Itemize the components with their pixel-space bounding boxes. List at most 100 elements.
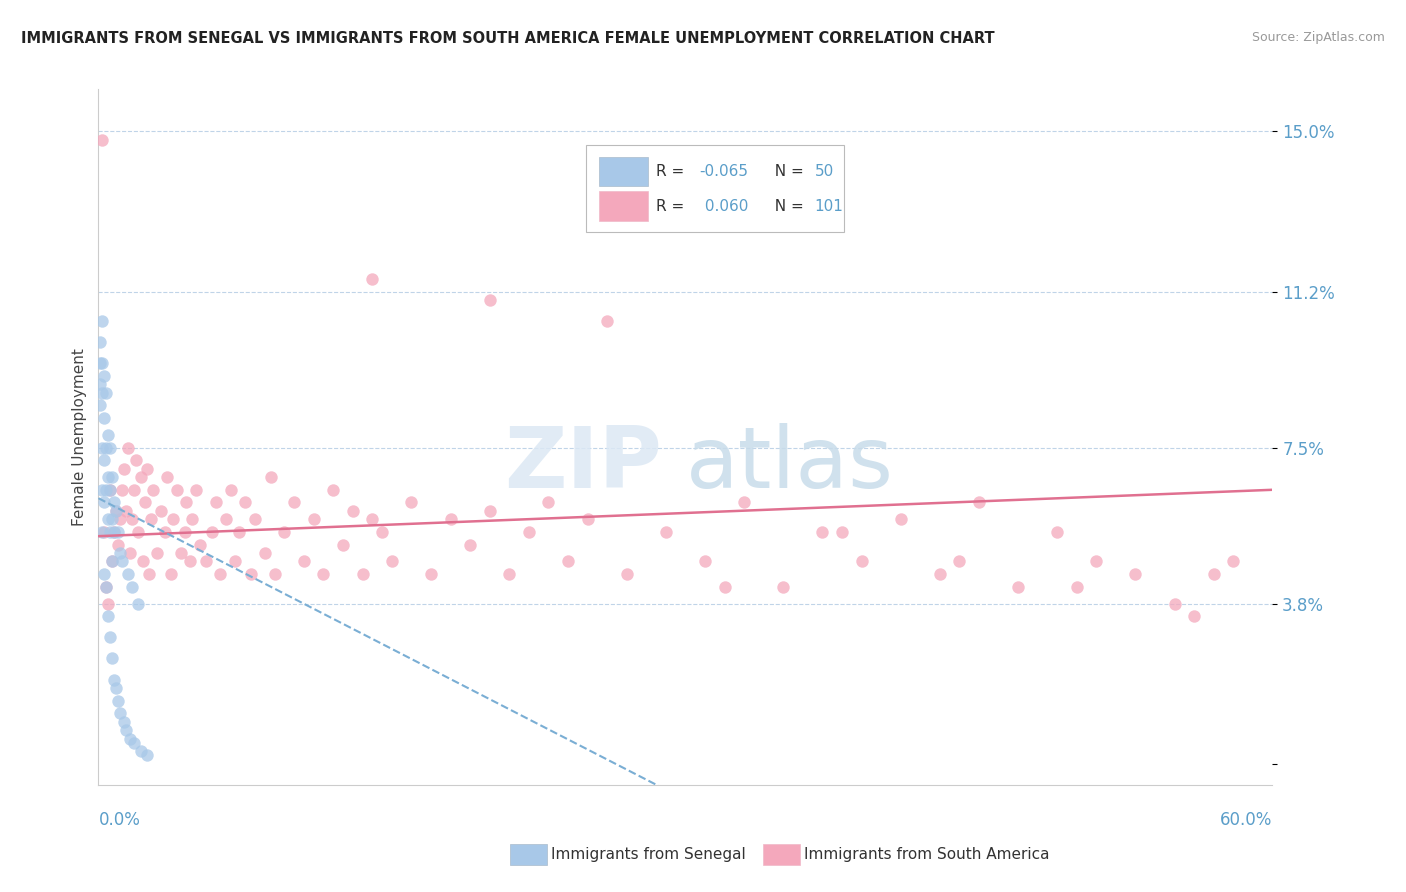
Point (179, 554, 201, 568)
Point (103, 495, 125, 509)
Point (208, 567, 231, 582)
Point (498, 567, 520, 582)
Point (1125, 567, 1147, 582)
Point (93, 368, 115, 383)
Point (91, 524, 114, 539)
Point (371, 524, 394, 539)
Point (228, 524, 250, 539)
Point (302, 512, 325, 526)
Point (478, 293, 501, 307)
Point (114, 723, 136, 738)
Point (176, 495, 198, 509)
Point (352, 567, 374, 582)
Text: R =: R = (657, 199, 689, 213)
Point (117, 567, 139, 582)
Point (96, 441, 118, 455)
Point (1066, 580, 1088, 594)
Point (89, 399, 111, 413)
Point (811, 524, 834, 539)
Point (733, 495, 755, 509)
Point (105, 504, 128, 518)
Text: Immigrants from Senegal: Immigrants from Senegal (551, 847, 747, 862)
Point (96, 580, 118, 594)
Point (89, 335, 111, 350)
Point (517, 524, 540, 539)
Point (186, 483, 208, 497)
Text: ZIP: ZIP (505, 424, 662, 507)
Point (96, 483, 118, 497)
Point (91, 133, 114, 147)
Point (98, 483, 121, 497)
Point (136, 461, 159, 475)
Point (1007, 580, 1029, 594)
Point (103, 524, 125, 539)
Point (111, 554, 134, 568)
Point (851, 554, 873, 568)
Point (97, 428, 120, 442)
Point (655, 524, 678, 539)
Point (214, 512, 236, 526)
Point (91, 314, 114, 328)
Point (292, 554, 315, 568)
Point (101, 651, 124, 665)
Point (91, 441, 114, 455)
Point (121, 580, 143, 594)
Point (118, 546, 141, 560)
Point (98, 441, 121, 455)
Point (224, 554, 246, 568)
Point (101, 512, 124, 526)
FancyBboxPatch shape (599, 192, 648, 220)
Point (107, 538, 129, 552)
Point (221, 483, 243, 497)
Point (122, 483, 145, 497)
Point (98, 631, 121, 645)
Point (420, 567, 443, 582)
Point (159, 567, 181, 582)
Point (124, 453, 146, 467)
Point (107, 693, 129, 707)
Point (1046, 524, 1069, 539)
Point (259, 470, 281, 484)
Point (162, 512, 184, 526)
Text: 101: 101 (814, 199, 844, 213)
Point (1085, 554, 1108, 568)
Point (205, 495, 228, 509)
Point (141, 512, 163, 526)
Point (332, 538, 354, 552)
Point (98, 524, 121, 539)
Point (105, 504, 128, 518)
Point (948, 554, 970, 568)
Point (127, 597, 149, 611)
Point (195, 554, 218, 568)
Text: Source: ZipAtlas.com: Source: ZipAtlas.com (1251, 31, 1385, 45)
Point (112, 714, 135, 729)
Point (131, 744, 153, 758)
Point (97, 470, 120, 484)
Point (142, 483, 165, 497)
Point (101, 470, 124, 484)
Point (616, 567, 638, 582)
Text: -0.065: -0.065 (700, 164, 748, 178)
Point (240, 567, 263, 582)
Point (188, 538, 211, 552)
Text: 60.0%: 60.0% (1220, 811, 1272, 829)
Point (114, 504, 136, 518)
Point (107, 524, 129, 539)
Point (233, 495, 256, 509)
Point (96, 580, 118, 594)
Point (928, 567, 950, 582)
Point (111, 483, 134, 497)
Point (156, 470, 179, 484)
Point (150, 504, 173, 518)
Point (91, 356, 114, 370)
Point (97, 512, 120, 526)
Point (537, 495, 560, 509)
Point (97, 597, 120, 611)
Y-axis label: Female Unemployment: Female Unemployment (72, 348, 87, 526)
Point (831, 524, 853, 539)
Point (108, 706, 131, 721)
Text: IMMIGRANTS FROM SENEGAL VS IMMIGRANTS FROM SOUTH AMERICA FEMALE UNEMPLOYMENT COR: IMMIGRANTS FROM SENEGAL VS IMMIGRANTS FR… (21, 31, 994, 46)
Point (93, 567, 115, 582)
Text: R =: R = (657, 164, 689, 178)
Point (117, 441, 139, 455)
